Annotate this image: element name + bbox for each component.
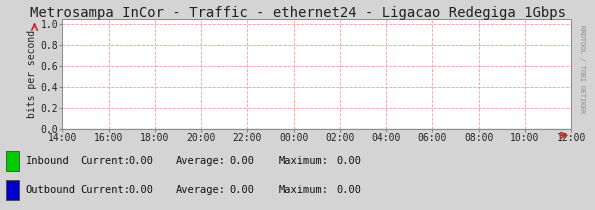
Text: Current:: Current: bbox=[80, 156, 130, 166]
Text: Maximum:: Maximum: bbox=[278, 156, 328, 166]
Text: 0.00: 0.00 bbox=[128, 156, 153, 166]
Text: Average:: Average: bbox=[176, 185, 226, 195]
Text: Maximum:: Maximum: bbox=[278, 185, 328, 195]
Y-axis label: bits per second: bits per second bbox=[27, 30, 36, 118]
Text: 0.00: 0.00 bbox=[128, 185, 153, 195]
Text: 0.00: 0.00 bbox=[229, 156, 254, 166]
Text: Inbound: Inbound bbox=[26, 156, 70, 166]
Text: Outbound: Outbound bbox=[26, 185, 76, 195]
Text: RRDTOOL / TOBI OETIKER: RRDTOOL / TOBI OETIKER bbox=[579, 25, 585, 113]
Text: Average:: Average: bbox=[176, 156, 226, 166]
Text: Current:: Current: bbox=[80, 185, 130, 195]
Text: 0.00: 0.00 bbox=[336, 185, 361, 195]
Text: 0.00: 0.00 bbox=[336, 156, 361, 166]
Text: Metrosampa InCor - Traffic - ethernet24 - Ligacao Redegiga 1Gbps: Metrosampa InCor - Traffic - ethernet24 … bbox=[30, 6, 565, 20]
Text: 0.00: 0.00 bbox=[229, 185, 254, 195]
